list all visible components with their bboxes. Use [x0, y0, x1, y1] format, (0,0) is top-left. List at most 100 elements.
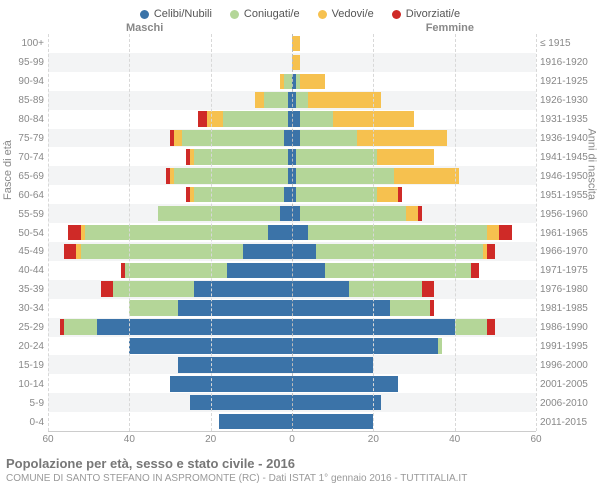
bar-female: [292, 168, 536, 184]
ytick-right: 1916-1920: [540, 53, 594, 72]
seg-d: [101, 281, 113, 297]
xtick: 0: [289, 434, 295, 445]
bar-female: [292, 206, 536, 222]
bar-female: [292, 55, 536, 71]
seg-c: [292, 111, 300, 127]
ytick-left: 85-89: [6, 91, 44, 110]
legend-swatch: [230, 10, 239, 19]
centerline: [292, 34, 293, 431]
ytick-left: 75-79: [6, 129, 44, 148]
seg-c: [190, 395, 292, 411]
bar-female: [292, 92, 536, 108]
seg-m: [296, 168, 394, 184]
seg-c: [219, 414, 292, 430]
seg-c: [178, 300, 292, 316]
seg-c: [292, 414, 373, 430]
seg-d: [487, 319, 495, 335]
seg-d: [422, 281, 434, 297]
bar-male: [48, 338, 292, 354]
seg-m: [296, 92, 308, 108]
seg-c: [227, 263, 292, 279]
ytick-right: 1956-1960: [540, 205, 594, 224]
legend-label: Divorziati/e: [406, 8, 460, 20]
ytick-left: 70-74: [6, 148, 44, 167]
xtick: 60: [42, 434, 53, 445]
gridline: [536, 34, 537, 431]
seg-c: [292, 206, 300, 222]
ytick-right: 1946-1950: [540, 167, 594, 186]
ytick-right: 1941-1945: [540, 148, 594, 167]
xaxis: 6040200204060: [6, 434, 594, 450]
seg-m: [296, 149, 377, 165]
xaxis-plot: 6040200204060: [48, 434, 536, 450]
legend-label: Celibi/Nubili: [154, 8, 212, 20]
bar-female: [292, 36, 536, 52]
bar-female: [292, 130, 536, 146]
bar-male: [48, 414, 292, 430]
bar-male: [48, 281, 292, 297]
seg-m: [85, 225, 268, 241]
ytick-right: 1966-1970: [540, 242, 594, 261]
bar-female: [292, 281, 536, 297]
seg-m: [113, 281, 194, 297]
ytick-right: 1931-1935: [540, 110, 594, 129]
seg-w: [487, 225, 499, 241]
ytick-left: 45-49: [6, 242, 44, 261]
seg-d: [471, 263, 479, 279]
ytick-left: 55-59: [6, 205, 44, 224]
seg-m: [158, 206, 280, 222]
female-label: Femmine: [426, 22, 474, 34]
bar-male: [48, 111, 292, 127]
ytick-right: 1921-1925: [540, 72, 594, 91]
ytick-right: 1961-1965: [540, 224, 594, 243]
seg-w: [357, 130, 446, 146]
footer: Popolazione per età, sesso e stato civil…: [6, 456, 594, 484]
seg-c: [268, 225, 292, 241]
seg-m: [174, 168, 288, 184]
ytick-right: 1976-1980: [540, 280, 594, 299]
bar-male: [48, 263, 292, 279]
xtick: 40: [449, 434, 460, 445]
legend-item: Vedovi/e: [318, 8, 374, 20]
ytick-right: 1991-1995: [540, 337, 594, 356]
ytick-right: 1971-1975: [540, 261, 594, 280]
seg-m: [316, 244, 483, 260]
legend-item: Celibi/Nubili: [140, 8, 212, 20]
seg-c: [292, 130, 300, 146]
bar-female: [292, 357, 536, 373]
yaxis-left: 100+95-9990-9485-8980-8475-7970-7465-696…: [6, 34, 48, 432]
seg-c: [243, 244, 292, 260]
bar-female: [292, 376, 536, 392]
legend: Celibi/Nubili Coniugati/e Vedovi/e Divorzia…: [6, 8, 594, 20]
ytick-left: 0-4: [6, 413, 44, 432]
bar-male: [48, 55, 292, 71]
seg-m: [325, 263, 471, 279]
bar-male: [48, 376, 292, 392]
seg-c: [97, 319, 292, 335]
legend-swatch: [140, 10, 149, 19]
bar-female: [292, 300, 536, 316]
chart-subtitle: COMUNE DI SANTO STEFANO IN ASPROMONTE (R…: [6, 473, 594, 484]
bar-female: [292, 225, 536, 241]
ytick-right: 1996-2000: [540, 356, 594, 375]
seg-w: [255, 92, 263, 108]
gridline: [129, 34, 130, 431]
bar-female: [292, 263, 536, 279]
ytick-left: 35-39: [6, 280, 44, 299]
bar-male: [48, 187, 292, 203]
ytick-right: 1936-1940: [540, 129, 594, 148]
xtick: 60: [530, 434, 541, 445]
legend-label: Coniugati/e: [244, 8, 300, 20]
ytick-left: 95-99: [6, 53, 44, 72]
bar-male: [48, 74, 292, 90]
ytick-left: 40-44: [6, 261, 44, 280]
seg-m: [349, 281, 422, 297]
legend-swatch: [318, 10, 327, 19]
seg-w: [394, 168, 459, 184]
ytick-right: 1926-1930: [540, 91, 594, 110]
seg-w: [174, 130, 182, 146]
ytick-left: 60-64: [6, 186, 44, 205]
ytick-left: 65-69: [6, 167, 44, 186]
ytick-right: 1986-1990: [540, 318, 594, 337]
seg-d: [418, 206, 422, 222]
